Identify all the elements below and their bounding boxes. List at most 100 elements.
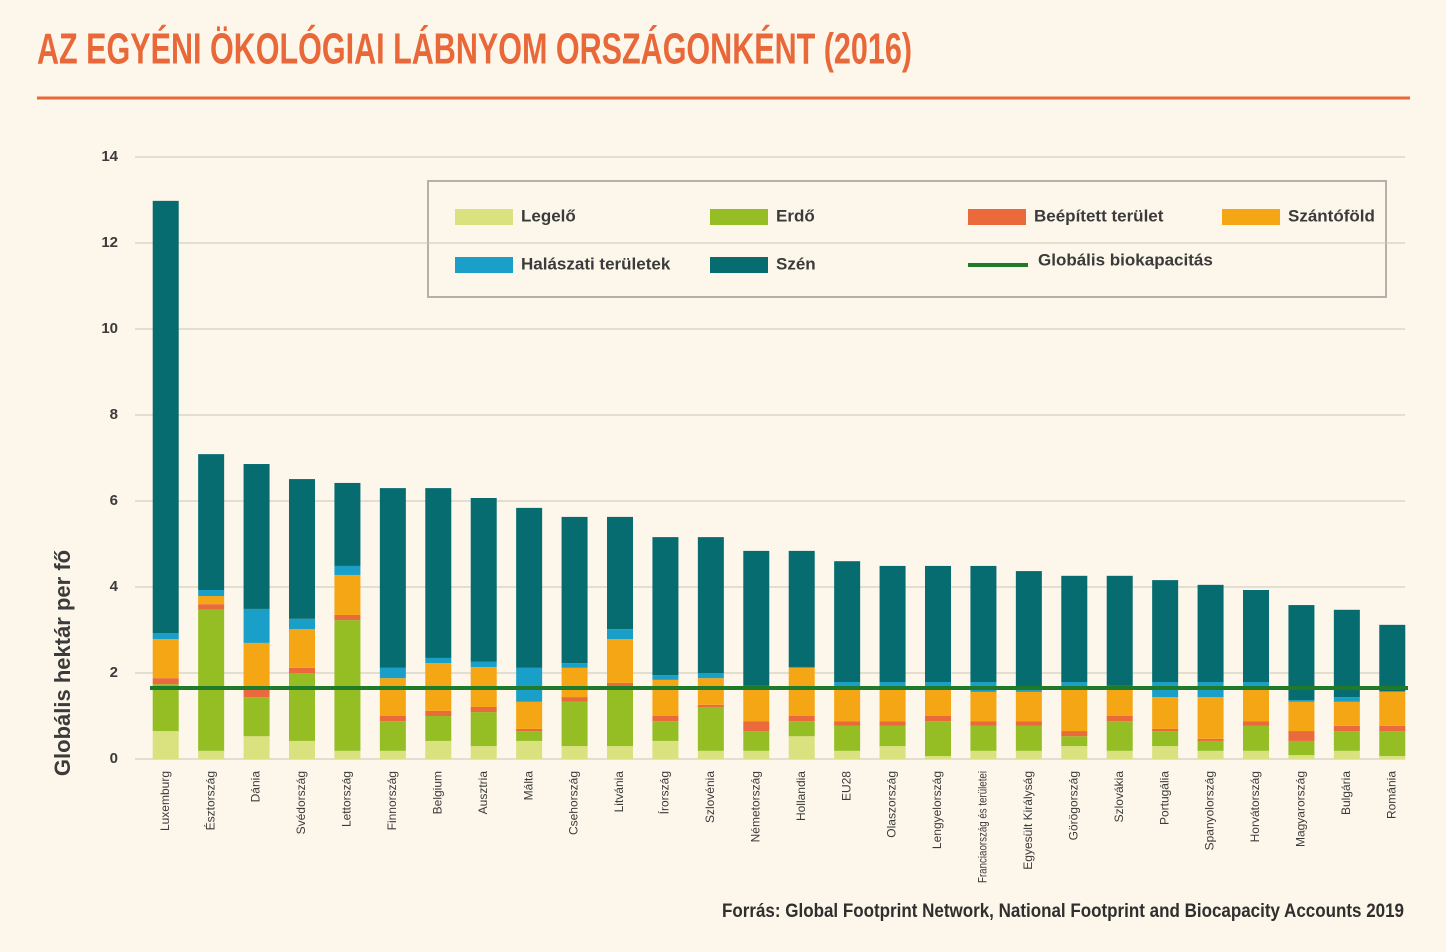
bar-segment [334,620,361,751]
x-tick-label: Málta [521,771,535,801]
y-tick-label: 6 [110,492,118,509]
bar-segment [425,710,452,716]
bar-segment [243,642,270,689]
bar-segment [879,721,906,726]
bar-segment [152,684,179,732]
bar-segment [152,639,179,679]
bar-segment [1197,750,1224,759]
legend-label: Erdő [776,206,815,225]
bar-segment [970,691,997,722]
bar-segment [289,673,315,741]
bar-segment [1243,725,1269,751]
bar-segment [1152,697,1179,729]
bar-segment [243,464,270,609]
bar-segment [1243,721,1269,726]
bar-segment [243,736,270,759]
bar-segment [1061,687,1088,732]
bar-segment [607,687,633,747]
x-tick-label: Bulgária [1339,771,1353,815]
bar-segment [1015,725,1042,751]
bar-segment [743,550,770,686]
bar-segment [516,740,543,759]
bar-segment [561,697,588,702]
bar-segment [788,666,815,668]
bar-segment [1379,691,1406,726]
bar-segment [425,740,452,759]
bar-segment [652,740,679,759]
bar-segment [1106,750,1133,759]
bar-segment [788,716,815,722]
legend-swatch [455,209,513,225]
bar-segment [1061,746,1088,759]
bar-segment [1288,605,1315,701]
bar-segment [1197,738,1224,741]
bar-segment [743,731,770,751]
bar-segment [834,687,861,722]
bar-segment [743,721,770,732]
bar-segment [561,701,588,747]
bar-segment [334,750,361,759]
y-tick-label: 4 [110,578,119,595]
chart-title: AZ EGYÉNI ÖKOLÓGIAI LÁBNYOM ORSZÁGONKÉNT… [37,24,912,74]
bar-segment [516,701,543,729]
x-tick-label: Egyesült Királyság [1021,771,1035,870]
bar-segment [1288,755,1315,759]
x-tick-label: Olaszország [885,771,899,838]
bar-segment [198,590,225,597]
x-tick-label: Görögország [1066,771,1080,840]
bar-segment [1106,716,1133,722]
bar-segment [1288,731,1315,741]
bar-segment [652,537,679,676]
bar-segment [1333,697,1360,702]
x-tick-label: Románia [1384,771,1398,819]
legend-label: Halászati területek [521,254,671,273]
bar-segment [1061,736,1088,747]
bar-segment [1061,575,1088,683]
y-tick-label: 0 [110,750,118,767]
bar-segment [788,550,815,667]
bar-segment [1288,700,1315,702]
bar-segment [1015,571,1042,691]
bar-segment [1106,687,1133,716]
legend-label: Legelő [521,206,576,225]
legend-swatch [710,257,768,273]
bar-segment [561,746,588,759]
bar-segment [152,731,179,759]
bar-segment [243,608,270,643]
x-tick-label: Írország [657,771,672,814]
bar-segment [1152,731,1179,747]
bar-segment [652,679,679,716]
bar-segment [970,721,997,726]
bar-segment [1243,590,1269,683]
bar-segment [1379,725,1406,732]
bar-segment [334,614,361,621]
bar-segment [243,697,270,737]
bar-segment [198,750,225,759]
bar-segment [1061,731,1088,737]
bar-segment [925,721,951,756]
bar-segment [152,200,179,634]
bar-segment [379,721,406,751]
bar-segment [1015,721,1042,726]
bar-segment [1379,691,1406,692]
bar-segment [425,716,452,741]
x-tick-label: Csehország [567,771,581,835]
bar-segment [516,728,543,732]
bar-segment [1333,725,1360,732]
bar-segment [697,704,724,707]
bar-segment [561,663,588,668]
bar-segment [879,565,906,683]
bar-segment [379,750,406,759]
bar-segment [697,678,724,705]
y-axis-label: Globális hektár per fő [50,550,75,776]
bar-segment [470,661,497,667]
bar-segment [1243,687,1269,722]
x-tick-label: Dánia [249,771,263,803]
bar-segment [561,667,588,698]
bar-segment [1015,750,1042,759]
bar-segment [743,750,770,759]
bar-segment [1333,609,1360,698]
legend-swatch [710,209,768,225]
bar-segment [470,746,497,759]
bar-segment [925,755,951,759]
